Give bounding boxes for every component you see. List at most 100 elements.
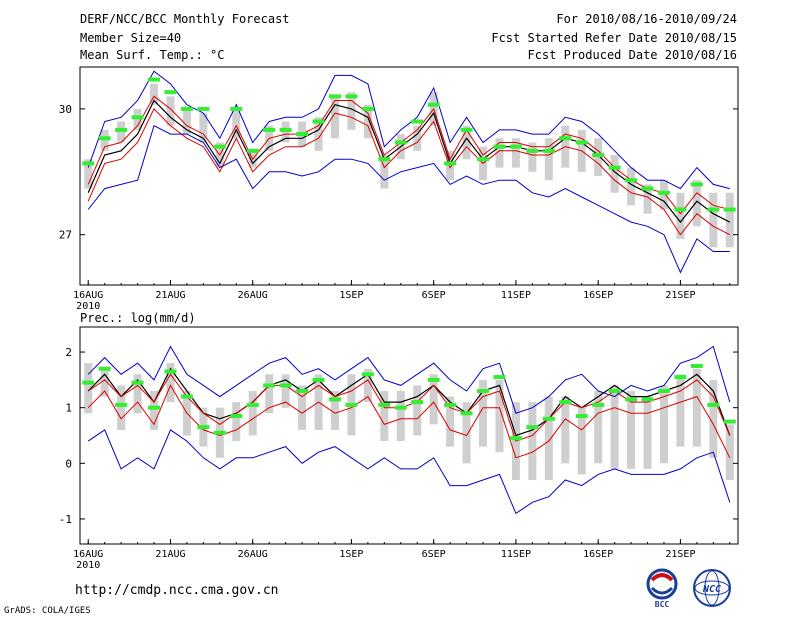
prec-median-marker xyxy=(493,375,506,380)
temp-series-max xyxy=(87,70,730,190)
prec-xtick-label: 21SEP xyxy=(665,549,695,560)
temp-spread-box xyxy=(117,121,126,143)
forecast-period: For 2010/08/16-2010/09/24 xyxy=(556,12,737,26)
prec-median-marker xyxy=(328,397,341,402)
temp-series-control xyxy=(87,95,730,215)
temp-spread-box xyxy=(363,104,372,139)
temp-median-marker xyxy=(394,140,407,145)
temp-spread-box xyxy=(643,184,652,214)
prec-median-marker xyxy=(345,402,358,407)
temp-median-marker xyxy=(411,119,424,124)
prec-spread-box xyxy=(709,379,718,458)
temp-spread-box xyxy=(528,142,537,172)
prec-median-marker xyxy=(444,402,457,407)
temp-year-label: 2010 xyxy=(76,301,100,312)
temp-median-marker xyxy=(279,127,292,132)
temp-median-marker xyxy=(542,148,555,153)
temp-median-marker xyxy=(82,161,95,166)
temp-median-marker xyxy=(230,106,243,111)
ncc-logo-text: NCC xyxy=(702,584,721,595)
prec-median-marker xyxy=(246,402,259,407)
temp-xtick-label: 11SEP xyxy=(501,290,531,301)
prec-series-mean-alt xyxy=(87,373,731,442)
prec-median-marker xyxy=(608,388,621,393)
temp-xtick-label: 16SEP xyxy=(583,290,613,301)
temp-panel-title: Mean Surf. Temp.: °C xyxy=(80,48,225,62)
prec-spread-box xyxy=(248,390,257,436)
temp-ytick-label: 27 xyxy=(59,229,72,242)
prec-spread-box xyxy=(561,396,570,464)
prec-spread-box xyxy=(643,396,652,469)
prec-spread-box xyxy=(692,368,701,447)
temp-spread-box xyxy=(462,125,471,160)
prec-median-marker xyxy=(575,414,588,419)
prec-spread-box xyxy=(150,390,159,430)
prec-spread-box xyxy=(495,379,504,453)
prec-median-marker xyxy=(690,363,703,368)
temp-median-marker xyxy=(707,207,720,212)
prec-spread-box xyxy=(429,374,438,425)
temp-median-marker xyxy=(296,132,309,137)
prec-median-marker xyxy=(559,400,572,405)
temp-plot-frame xyxy=(79,66,739,286)
prec-spread-box xyxy=(232,402,241,442)
temp-spread-box xyxy=(495,138,504,168)
temp-spread-box xyxy=(166,96,175,126)
prec-median-marker xyxy=(197,425,210,430)
prec-spread-box xyxy=(528,402,537,481)
prec-spread-box xyxy=(594,390,603,464)
temp-spread-box xyxy=(347,92,356,130)
ncc-logo-icon: NCC xyxy=(693,569,731,607)
figure-title: DERF/NCC/BCC Monthly Forecast xyxy=(80,12,290,26)
prec-median-marker xyxy=(148,405,161,410)
prec-median-marker xyxy=(131,380,144,385)
temp-xtick-label: 1SEP xyxy=(339,290,363,301)
temp-xtick-label: 6SEP xyxy=(422,290,446,301)
temp-median-marker xyxy=(164,90,177,95)
prec-spread-box xyxy=(117,385,126,430)
temp-spread-box xyxy=(511,138,520,168)
temp-spread-box xyxy=(659,180,668,210)
temp-median-marker xyxy=(559,136,572,141)
prec-median-marker xyxy=(592,402,605,407)
prec-median-marker xyxy=(526,425,539,430)
temp-spread-box xyxy=(676,192,685,239)
member-size-label: Member Size=40 xyxy=(80,31,182,45)
prec-median-marker xyxy=(296,388,309,393)
temp-median-marker xyxy=(608,165,621,170)
prec-xtick-label: 16AUG xyxy=(73,549,103,560)
prec-plot-frame xyxy=(79,326,739,545)
prec-median-marker xyxy=(82,380,95,385)
website-url[interactable]: http://cmdp.ncc.cma.gov.cn xyxy=(75,583,279,598)
prec-spread-box xyxy=(363,368,372,403)
prec-xtick-label: 21AUG xyxy=(155,549,185,560)
prec-ytick-label: -1 xyxy=(59,513,72,526)
bcc-logo-icon: BCC xyxy=(646,568,678,609)
temp-spread-box xyxy=(544,138,553,181)
temp-spread-box xyxy=(380,155,389,189)
temp-median-marker xyxy=(328,94,341,99)
temp-median-marker xyxy=(641,186,654,191)
prec-median-marker xyxy=(213,430,226,435)
temp-median-marker xyxy=(444,161,457,166)
temp-spread-box xyxy=(100,129,109,151)
prec-spread-box xyxy=(725,424,734,481)
prec-median-marker xyxy=(657,388,670,393)
temp-median-marker xyxy=(657,190,670,195)
prec-spread-box xyxy=(577,407,586,475)
prec-median-marker xyxy=(98,366,111,371)
prec-median-marker xyxy=(312,377,325,382)
prec-median-marker xyxy=(723,419,736,424)
temp-xtick-label: 21SEP xyxy=(665,290,695,301)
temp-spread-box xyxy=(610,155,619,193)
temp-median-marker xyxy=(378,157,391,162)
prec-median-marker xyxy=(509,436,522,441)
temp-median-marker xyxy=(263,127,276,132)
prec-spread-box xyxy=(627,390,636,469)
temp-median-marker xyxy=(460,127,473,132)
temp-spread-box xyxy=(133,108,142,130)
prec-spread-box xyxy=(610,385,619,469)
prec-spread-box xyxy=(659,385,668,464)
